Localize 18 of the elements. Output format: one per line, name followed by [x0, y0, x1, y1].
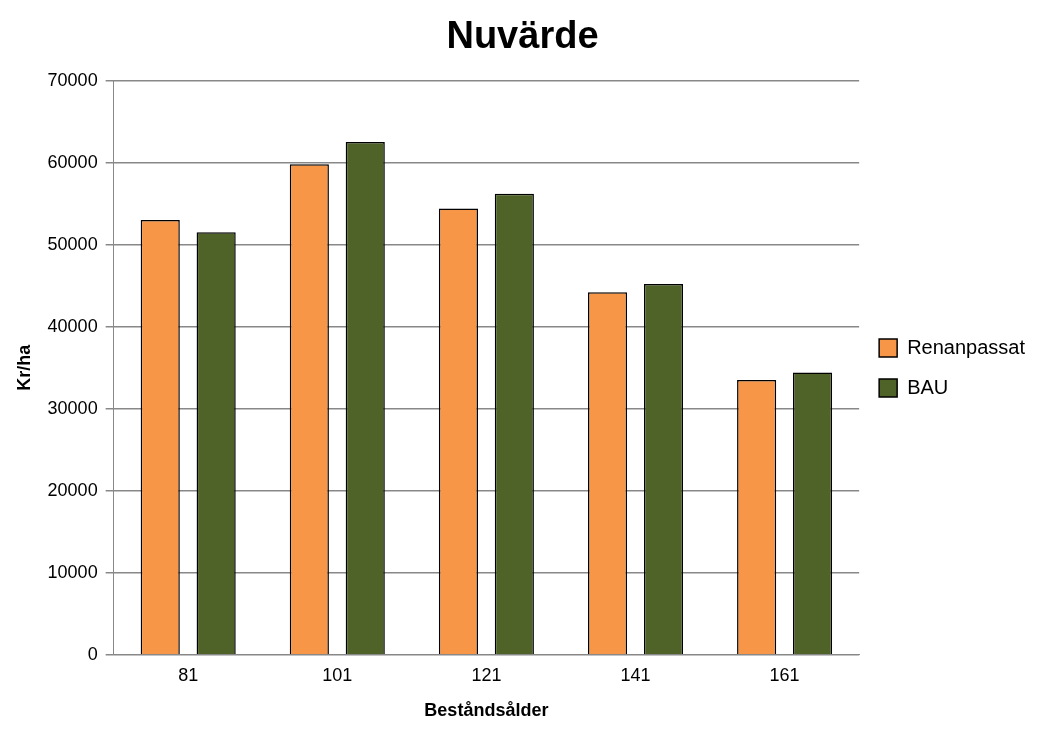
y-tick-label: 60000 — [47, 151, 98, 172]
x-tick-label: 141 — [620, 664, 651, 685]
y-tick-label: 0 — [87, 643, 98, 664]
y-tick-label: 20000 — [47, 479, 98, 500]
y-tick-label: 70000 — [47, 69, 98, 90]
x-axis-title: Beståndsålder — [424, 700, 549, 721]
y-tick-label: 50000 — [47, 233, 98, 254]
legend-label: BAU — [907, 375, 949, 398]
legend-label: Renanpassat — [907, 335, 1026, 358]
x-tick-label: 81 — [178, 664, 199, 685]
x-tick-label: 101 — [322, 664, 353, 685]
y-tick-label: 10000 — [47, 561, 98, 582]
x-tick-label: 161 — [769, 664, 800, 685]
chart-title: Nuvärde — [446, 14, 599, 57]
x-tick-label: 121 — [471, 664, 502, 685]
y-tick-label: 30000 — [47, 397, 98, 418]
y-axis-title: Kr/ha — [13, 343, 34, 391]
y-tick-label: 40000 — [47, 315, 98, 336]
